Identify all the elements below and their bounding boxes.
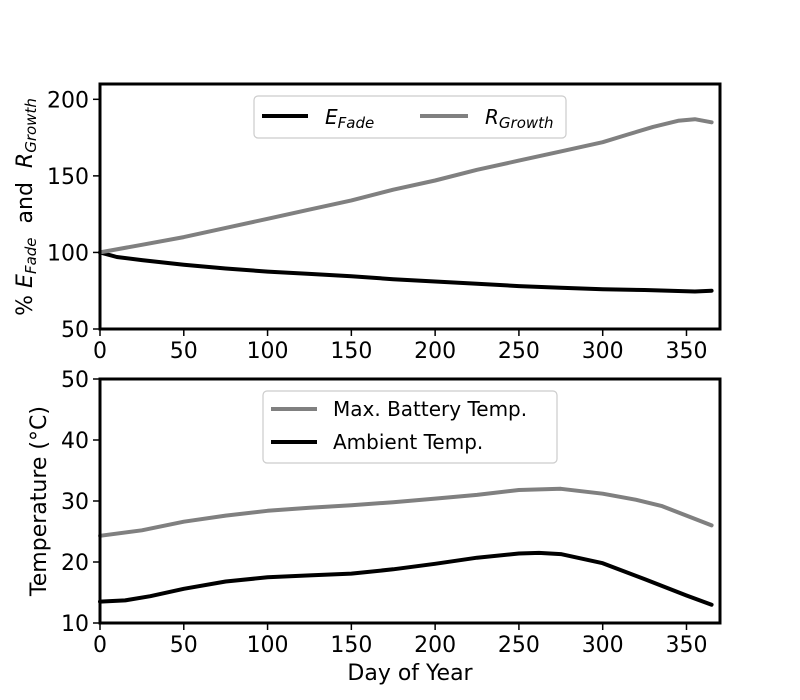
- bottom-x-tick-label: 300: [582, 633, 624, 658]
- top-series-line-1: [98, 250, 714, 294]
- top-y-tick-label: 50: [61, 318, 89, 343]
- bottom-x-axis-label: Day of Year: [347, 661, 473, 686]
- bottom-y-tick-label: 10: [61, 612, 89, 637]
- bottom-x-tick-label: 200: [414, 633, 456, 658]
- top-y-tick-label: 150: [47, 165, 89, 190]
- legend-label-max-battery-temp: Max. Battery Temp.: [333, 397, 527, 421]
- bottom-series-line-2: [98, 550, 714, 607]
- top-x-tick-label: 300: [582, 339, 624, 364]
- top-x-tick-label: 200: [414, 339, 456, 364]
- top-series-layer: [98, 117, 714, 294]
- top-series-line-2: [98, 117, 714, 255]
- bottom-legend: Max. Battery Temp. Ambient Temp.: [262, 390, 558, 464]
- bottom-y-tick-label: 40: [61, 429, 89, 454]
- bottom-y-tick-label: 50: [61, 368, 89, 393]
- top-legend-box: [253, 95, 567, 139]
- top-legend: EFade RGrowth: [253, 95, 567, 139]
- top-y-tick-label: 200: [47, 88, 89, 113]
- legend-label-ambient-temp: Ambient Temp.: [333, 430, 483, 454]
- bottom-y-tick-label: 20: [61, 551, 89, 576]
- bottom-x-tick-label: 50: [170, 633, 198, 658]
- top-x-tick-label: 350: [665, 339, 707, 364]
- top-plot-frame: [98, 82, 722, 331]
- bottom-y-axis-label: Temperature (°C): [27, 406, 52, 597]
- bottom-x-tick-label: 250: [498, 633, 540, 658]
- bottom-x-tick-label: 150: [330, 633, 372, 658]
- top-x-tick-label: 250: [498, 339, 540, 364]
- top-x-tick-label: 0: [93, 339, 107, 364]
- bottom-panel: 0 50 100 150 200 250 300 350 10 20 30 40 50 Max. Bat…: [27, 368, 722, 686]
- top-x-tick-label: 50: [170, 339, 198, 364]
- legend-label-rgrowth: RGrowth: [485, 105, 554, 132]
- bottom-legend-box: [262, 390, 558, 464]
- bottom-series-line-1: [98, 486, 714, 538]
- top-y-axis-label: % EFade and RGrowth: [13, 98, 40, 316]
- legend-label-efade: EFade: [325, 105, 374, 132]
- bottom-x-tick-label: 350: [665, 633, 707, 658]
- bottom-x-tick-label: 0: [93, 633, 107, 658]
- top-y-tick-label: 100: [47, 241, 89, 266]
- bottom-x-tick-label: 100: [247, 633, 289, 658]
- top-x-tick-label: 100: [247, 339, 289, 364]
- bottom-series-layer: [98, 486, 714, 607]
- bottom-ticks-layer: 0 50 100 150 200 250 300 350 10 20 30 40 50: [61, 368, 707, 658]
- bottom-y-tick-label: 30: [61, 490, 89, 515]
- top-x-tick-label: 150: [330, 339, 372, 364]
